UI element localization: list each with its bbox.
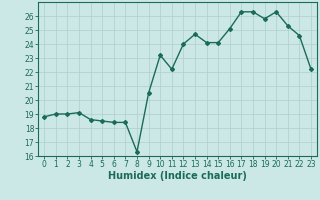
X-axis label: Humidex (Indice chaleur): Humidex (Indice chaleur) <box>108 171 247 181</box>
